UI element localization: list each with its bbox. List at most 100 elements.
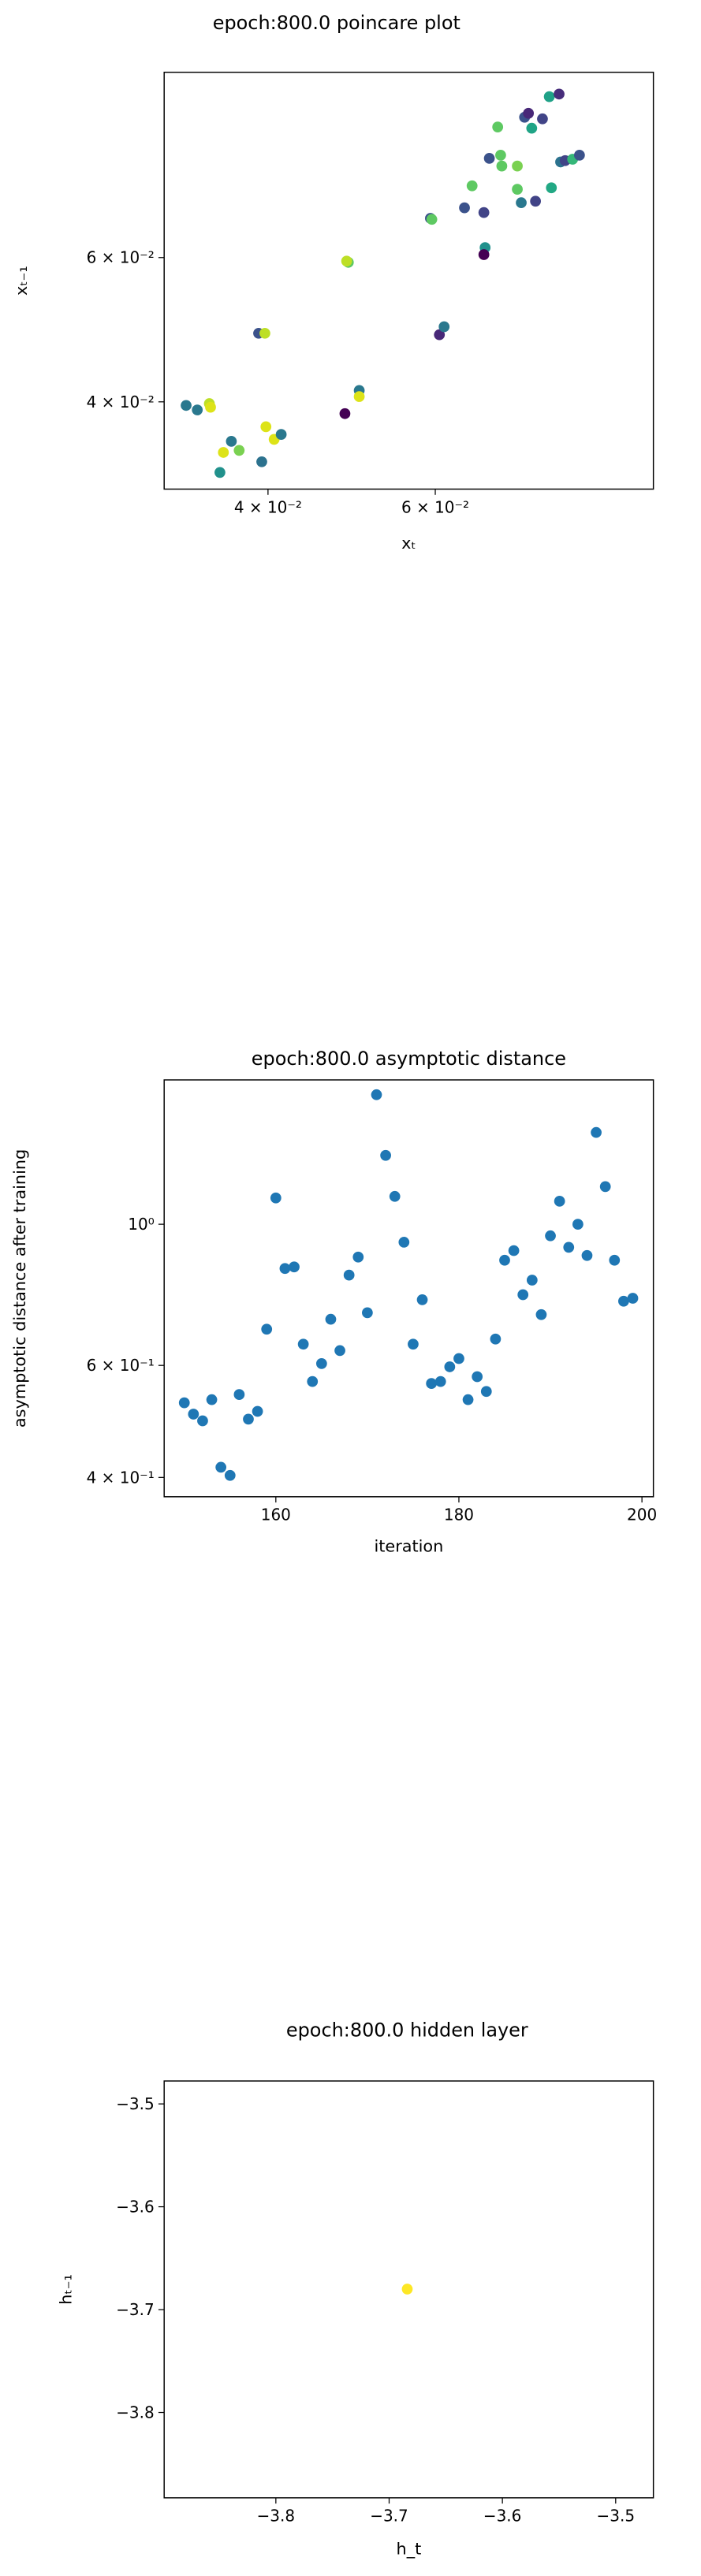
point [197, 1415, 208, 1427]
point [512, 160, 523, 172]
point [438, 321, 450, 333]
point [256, 456, 267, 467]
chart-title: epoch:800.0 poincare plot [213, 12, 460, 34]
axes-frame [163, 2080, 654, 2499]
y-axis-label: xₜ₋₁ [12, 266, 31, 296]
y-tick-label: 6 × 10⁻² [87, 248, 155, 267]
x-axis-label: h_t [397, 2539, 422, 2558]
y-tick-label: −3.5 [116, 2094, 155, 2113]
point [279, 1263, 291, 1275]
point [545, 1230, 556, 1241]
point [490, 1333, 502, 1345]
point [270, 1192, 282, 1204]
point [352, 1251, 364, 1263]
x-tick-label: −3.6 [483, 2507, 522, 2526]
point [512, 184, 523, 195]
point [380, 1149, 391, 1161]
point [627, 1293, 639, 1304]
point [192, 404, 203, 415]
point [492, 121, 504, 132]
point [444, 1361, 456, 1372]
point [289, 1261, 300, 1273]
x-tick-label: −3.7 [370, 2507, 408, 2526]
point [478, 249, 490, 260]
point [546, 182, 557, 194]
point [371, 1089, 382, 1100]
point [563, 1241, 575, 1253]
point [243, 1413, 254, 1425]
x-tick-label: −3.5 [597, 2507, 636, 2526]
y-tick-label: −3.7 [116, 2300, 155, 2319]
point [218, 447, 229, 458]
point [523, 107, 535, 119]
x-tick-label: 180 [444, 1506, 474, 1524]
point [353, 391, 365, 402]
point [462, 1394, 474, 1405]
point [499, 1254, 510, 1266]
point [483, 152, 495, 164]
point [259, 327, 270, 339]
point [260, 421, 272, 433]
point [408, 1338, 419, 1350]
point [261, 1323, 273, 1335]
point [398, 1237, 410, 1248]
point [315, 1357, 327, 1369]
point [508, 1245, 520, 1256]
point [572, 1219, 584, 1230]
chart-title: epoch:800.0 hidden layer [286, 2019, 528, 2041]
point [188, 1409, 199, 1420]
point [233, 1389, 245, 1400]
axes-frame [163, 1079, 654, 1498]
point [401, 2284, 413, 2295]
point [426, 214, 438, 225]
point [275, 429, 287, 440]
y-tick-label: 4 × 10⁻¹ [87, 1468, 155, 1487]
point [599, 1181, 611, 1193]
y-tick-label: 6 × 10⁻¹ [87, 1356, 155, 1375]
x-tick-label: 200 [627, 1506, 657, 1524]
point [581, 1249, 593, 1261]
point [459, 202, 470, 214]
point [472, 1371, 483, 1383]
y-tick-label: 4 × 10⁻² [87, 393, 155, 411]
point [516, 197, 527, 209]
point [307, 1375, 319, 1387]
point [224, 1469, 236, 1481]
point [252, 1405, 263, 1417]
point [434, 329, 446, 341]
x-tick-label: 160 [261, 1506, 291, 1524]
x-axis-label: xₜ [401, 534, 416, 553]
point [233, 445, 245, 456]
point [591, 1126, 602, 1138]
point [389, 1190, 401, 1202]
point [334, 1345, 345, 1357]
point [426, 1378, 438, 1389]
y-tick-label: 10⁰ [128, 1215, 154, 1234]
chart-title: epoch:800.0 asymptotic distance [252, 1048, 566, 1070]
x-axis-label: iteration [374, 1536, 443, 1555]
point [526, 1275, 538, 1286]
point [341, 255, 352, 267]
point [226, 435, 237, 447]
point [478, 207, 490, 218]
point [554, 1196, 565, 1207]
point [416, 1294, 428, 1305]
point [434, 1375, 446, 1387]
point [339, 408, 351, 419]
point [574, 150, 585, 161]
point [495, 150, 506, 161]
point [297, 1338, 309, 1350]
point [496, 160, 508, 172]
point [206, 1394, 218, 1405]
point [178, 1397, 190, 1409]
point [554, 88, 565, 100]
point [618, 1295, 629, 1307]
point [517, 1289, 529, 1301]
point [480, 1386, 492, 1398]
point [215, 1461, 227, 1473]
axes-frame [163, 71, 654, 490]
x-tick-label: −3.8 [257, 2507, 295, 2526]
point [362, 1307, 373, 1319]
